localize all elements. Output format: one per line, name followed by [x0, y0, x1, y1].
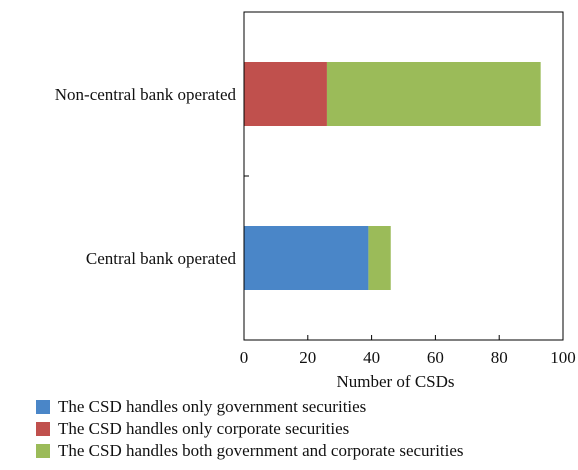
x-tick-label: 0 [240, 348, 249, 367]
legend-swatch [36, 400, 50, 414]
plot-frame [243, 11, 564, 341]
x-axis-title: Number of CSDs [336, 372, 454, 391]
x-tick-label: 60 [427, 348, 444, 367]
legend-item: The CSD handles only government securiti… [36, 396, 464, 418]
bar-non-central-series-2 [244, 62, 327, 126]
x-tick-label: 100 [550, 348, 576, 367]
bar-central-series-1 [244, 226, 369, 290]
bar-central-series-3 [368, 226, 391, 290]
bar-non-central-series-3 [326, 62, 541, 126]
legend: The CSD handles only government securiti… [36, 396, 464, 462]
chart: Non-central bank operated Central bank op… [55, 11, 576, 391]
legend-swatch [36, 422, 50, 436]
x-tick-label: 20 [299, 348, 316, 367]
category-label: Central bank operated [86, 249, 237, 268]
bars-group [244, 62, 541, 290]
x-tick-label: 80 [491, 348, 508, 367]
category-label: Non-central bank operated [55, 85, 237, 104]
x-tick-label: 40 [363, 348, 380, 367]
legend-item: The CSD handles only corporate securitie… [36, 418, 464, 440]
legend-label: The CSD handles both government and corp… [58, 441, 464, 460]
x-axis-ticks: 0 20 40 60 80 100 [240, 175, 576, 367]
legend-label: The CSD handles only corporate securitie… [58, 419, 350, 438]
category-labels: Non-central bank operated Central bank op… [55, 85, 237, 268]
legend-swatch [36, 444, 50, 458]
legend-label: The CSD handles only government securiti… [58, 397, 367, 416]
legend-item: The CSD handles both government and corp… [36, 440, 464, 462]
